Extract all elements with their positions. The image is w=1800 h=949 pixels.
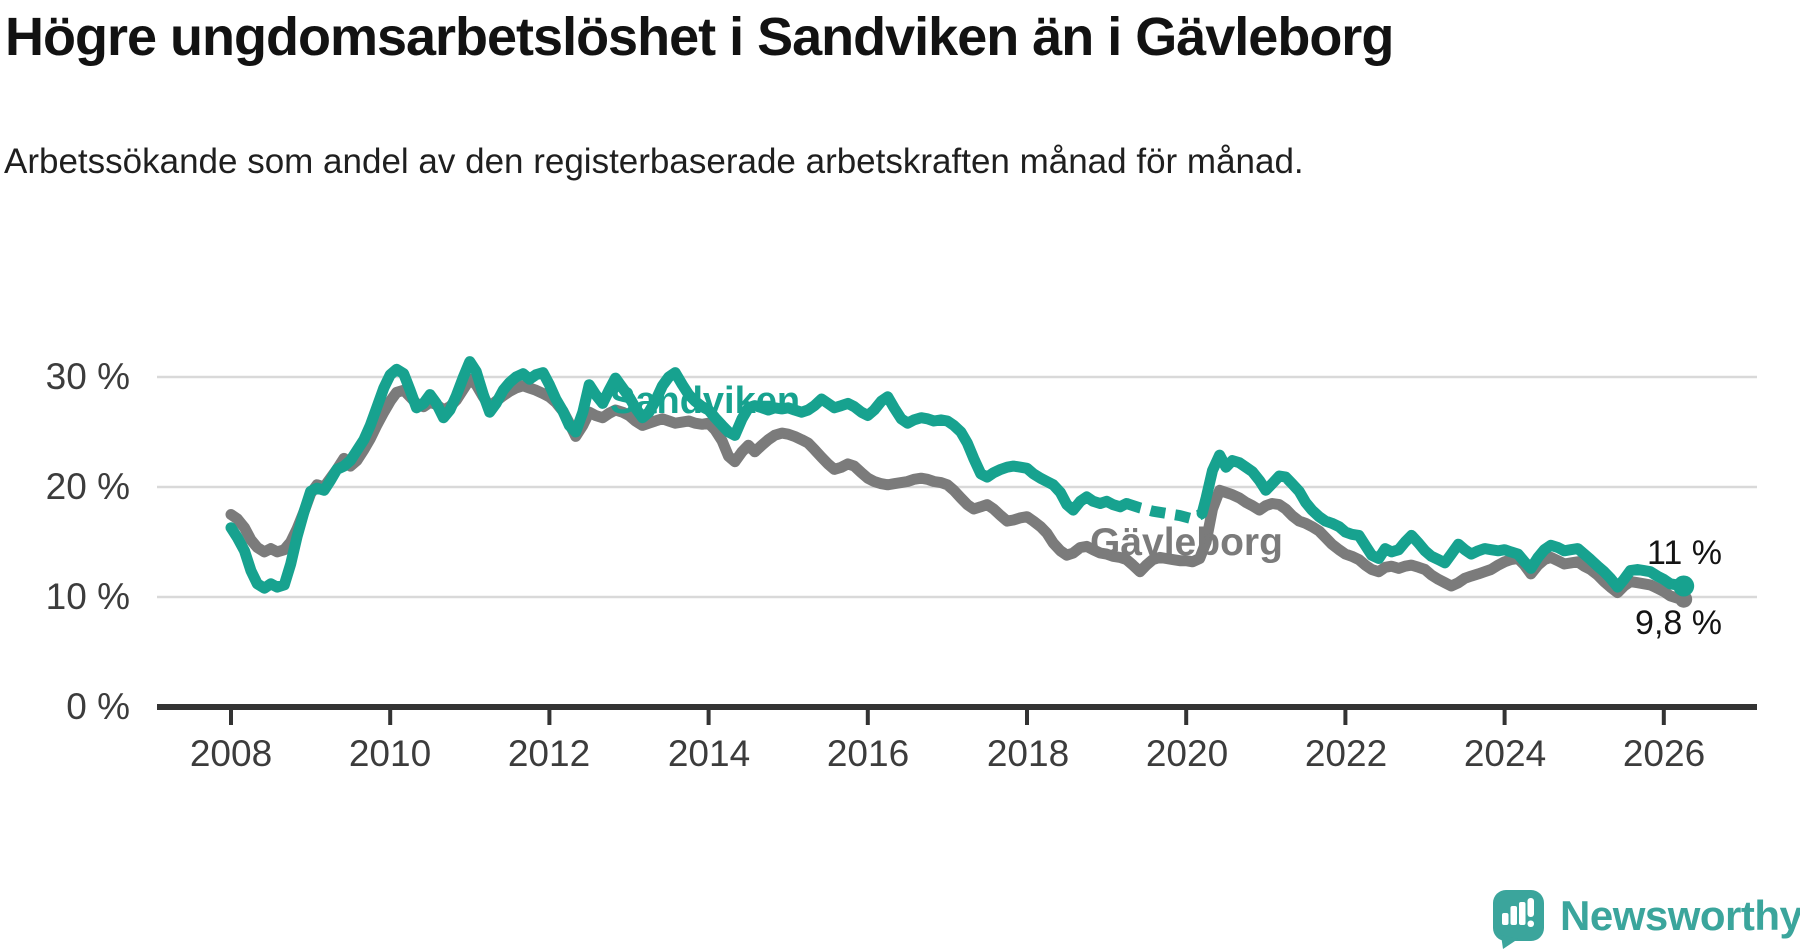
end-value-gavleborg: 9,8 % bbox=[1635, 604, 1722, 642]
chart-subtitle: Arbetssökande som andel av den registerb… bbox=[4, 142, 1304, 181]
sandviken-end-dot bbox=[1673, 575, 1695, 597]
end-value-sandviken: 11 % bbox=[1647, 534, 1722, 572]
x-axis-label-2016: 2016 bbox=[826, 733, 910, 774]
x-axis-label-2022: 2022 bbox=[1304, 733, 1388, 774]
x-axis-label-2014: 2014 bbox=[667, 733, 751, 774]
sandviken-line bbox=[225, 356, 1132, 594]
x-axis-label-2026: 2026 bbox=[1622, 733, 1706, 774]
newsworthy-logo-icon bbox=[1493, 890, 1544, 949]
series-label-sandviken: Sandviken bbox=[610, 380, 801, 422]
x-axis-label-2010: 2010 bbox=[348, 733, 432, 774]
x-axis-label-2012: 2012 bbox=[507, 733, 591, 774]
x-axis-label-2024: 2024 bbox=[1463, 733, 1547, 774]
y-axis-label-10: 10 % bbox=[45, 576, 130, 617]
newsworthy-logo-text: Newsworthy bbox=[1560, 892, 1800, 939]
x-axis-label-2018: 2018 bbox=[986, 733, 1070, 774]
sandviken-line bbox=[1196, 449, 1690, 593]
series-label-gavleborg: Gävleborg bbox=[1090, 521, 1283, 564]
chart-title: Högre ungdomsarbetslöshet i Sandviken än… bbox=[5, 7, 1394, 67]
newsworthy-logo: Newsworthy bbox=[1491, 889, 1800, 949]
gavleborg-line bbox=[225, 373, 1690, 605]
sandviken-line-dashed bbox=[1124, 498, 1205, 525]
y-axis-label-20: 20 % bbox=[45, 466, 130, 507]
y-axis-label-30: 30 % bbox=[45, 356, 130, 397]
y-axis-label-0: 0 % bbox=[66, 686, 130, 727]
x-axis-label-2020: 2020 bbox=[1145, 733, 1229, 774]
x-axis-label-2008: 2008 bbox=[189, 733, 273, 774]
